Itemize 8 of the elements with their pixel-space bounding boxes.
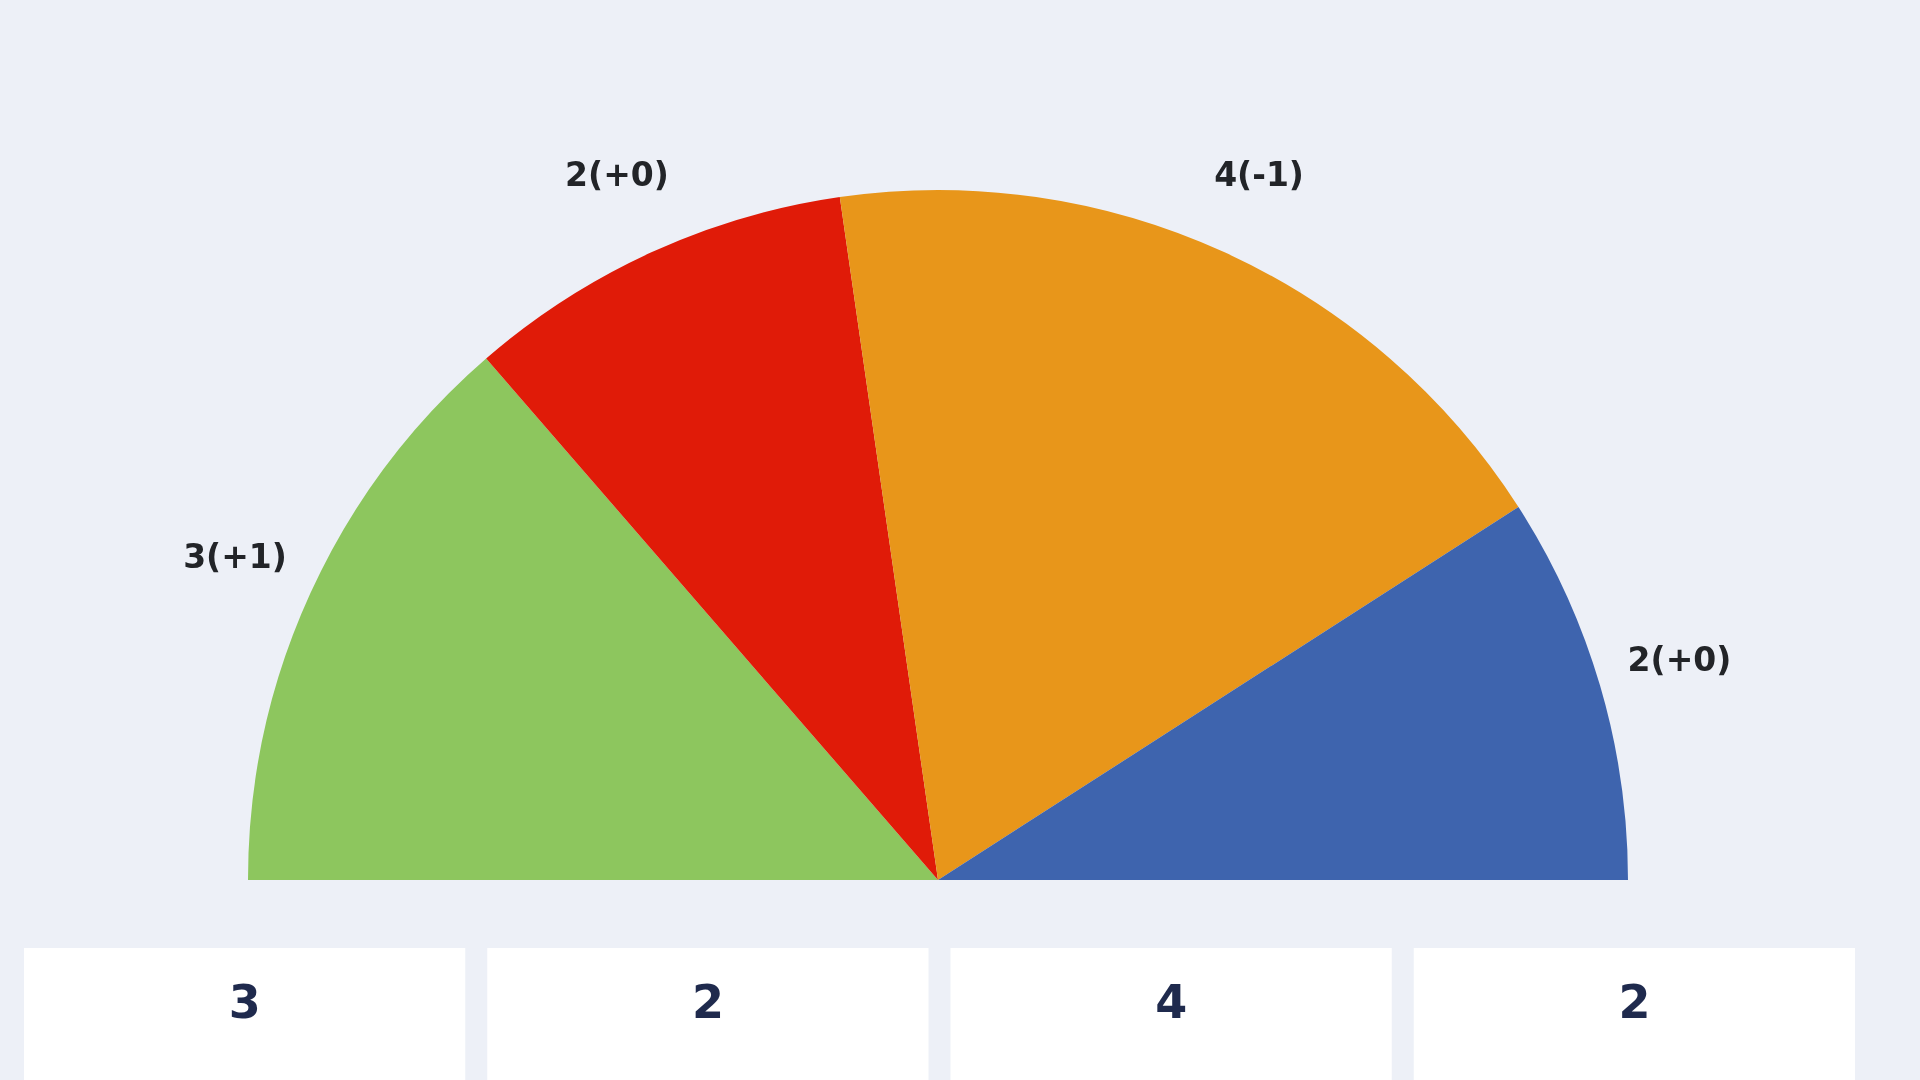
data-label: 3(+1) xyxy=(183,536,287,576)
text: 4 xyxy=(1155,974,1188,1029)
text: 3 xyxy=(228,974,261,1029)
text: 2 xyxy=(1618,974,1651,1029)
data-label: 2(+0) xyxy=(1627,639,1732,679)
data-label: 2(+0) xyxy=(565,154,669,194)
data-label: 4(-1) xyxy=(1214,154,1304,194)
text: 2 xyxy=(691,974,724,1029)
